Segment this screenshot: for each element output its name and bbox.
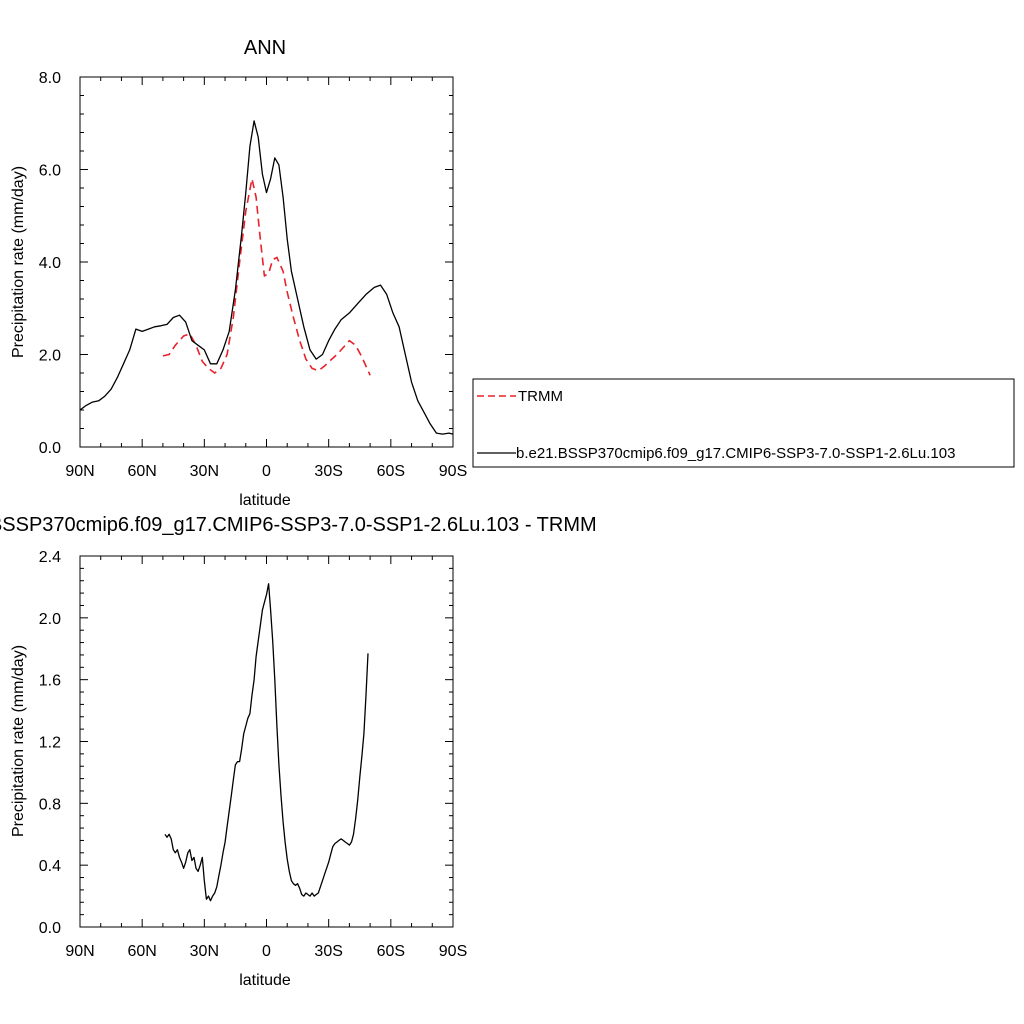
bottom-x-tick-label: 60N: [127, 943, 156, 960]
top-chart-title: ANN: [244, 37, 286, 59]
bottom-x-tick-label: 30S: [314, 943, 342, 960]
bottom-x-tick-label: 90N: [65, 943, 94, 960]
top-x-tick-label: 90N: [65, 463, 94, 480]
legend: TRMM b.e21.BSSP370cmip6.f09_g17.CMIP6-SS…: [472, 378, 1015, 468]
top-y-axis-label: Precipitation rate (mm/day): [10, 166, 27, 358]
bottom-x-tick-label: 60S: [377, 943, 405, 960]
top-series-line-0: [162, 178, 371, 376]
bottom-x-tick-label: 30N: [190, 943, 219, 960]
legend-box: [472, 378, 1015, 468]
top-y-tick-label: 8.0: [39, 70, 61, 87]
bottom-y-tick-label: 2.4: [39, 549, 61, 566]
top-x-axis-label: latitude: [239, 492, 291, 509]
top-y-tick-label: 0.0: [39, 440, 61, 457]
bottom-axis-ticks: 90N 60N 30N 0 30S 60S 90S 0.0 0.4 0.8 1.2 1.6 2.0 2.4: [39, 549, 467, 960]
bottom-chart-title: b.e21.BSSP370cmip6.f09_g17.CMIP6-SSP3-7.…: [0, 514, 597, 536]
bottom-y-tick-label: 1.6: [39, 673, 61, 690]
top-x-tick-label: 60N: [127, 463, 156, 480]
bottom-y-tick-label: 0.8: [39, 796, 61, 813]
bottom-y-tick-label: 1.2: [39, 735, 61, 752]
top-x-tick-label: 30S: [314, 463, 342, 480]
bottom-y-tick-label: 2.0: [39, 611, 61, 628]
top-x-tick-label: 60S: [377, 463, 405, 480]
top-x-tick-label: 0: [262, 463, 271, 480]
top-x-tick-label: 90S: [439, 463, 467, 480]
top-series-line-1: [79, 120, 454, 435]
bottom-series-line-0: [164, 583, 369, 902]
top-plot-frame: [79, 76, 454, 448]
bottom-x-tick-label: 0: [262, 943, 271, 960]
top-series-lines: [79, 120, 454, 435]
bottom-series-lines: [164, 583, 369, 902]
legend-label-trmm: TRMM: [518, 388, 563, 405]
bottom-y-tick-label: 0.4: [39, 858, 61, 875]
top-y-tick-label: 2.0: [39, 348, 61, 365]
bottom-y-tick-label: 0.0: [39, 920, 61, 937]
bottom-x-tick-label: 90S: [439, 943, 467, 960]
top-y-tick-label: 4.0: [39, 255, 61, 272]
bottom-y-axis-label: Precipitation rate (mm/day): [10, 645, 27, 837]
bottom-plot-frame: [79, 555, 454, 928]
top-x-tick-label: 30N: [190, 463, 219, 480]
top-y-tick-label: 6.0: [39, 163, 61, 180]
bottom-panel: b.e21.BSSP370cmip6.f09_g17.CMIP6-SSP3-7.…: [0, 514, 597, 989]
bottom-x-axis-label: latitude: [239, 972, 291, 989]
legend-label-model: b.e21.BSSP370cmip6.f09_g17.CMIP6-SSP3-7.…: [516, 445, 955, 462]
top-axis-ticks: 90N 60N 30N 0 30S 60S 90S 0.0 2.0 4.0 6.0 8.0: [39, 70, 467, 480]
top-panel: ANN 90N 60N 30N 0 30S 60S 90S 0.0 2.0 4.0 6.0 8.0 l…: [10, 37, 467, 509]
